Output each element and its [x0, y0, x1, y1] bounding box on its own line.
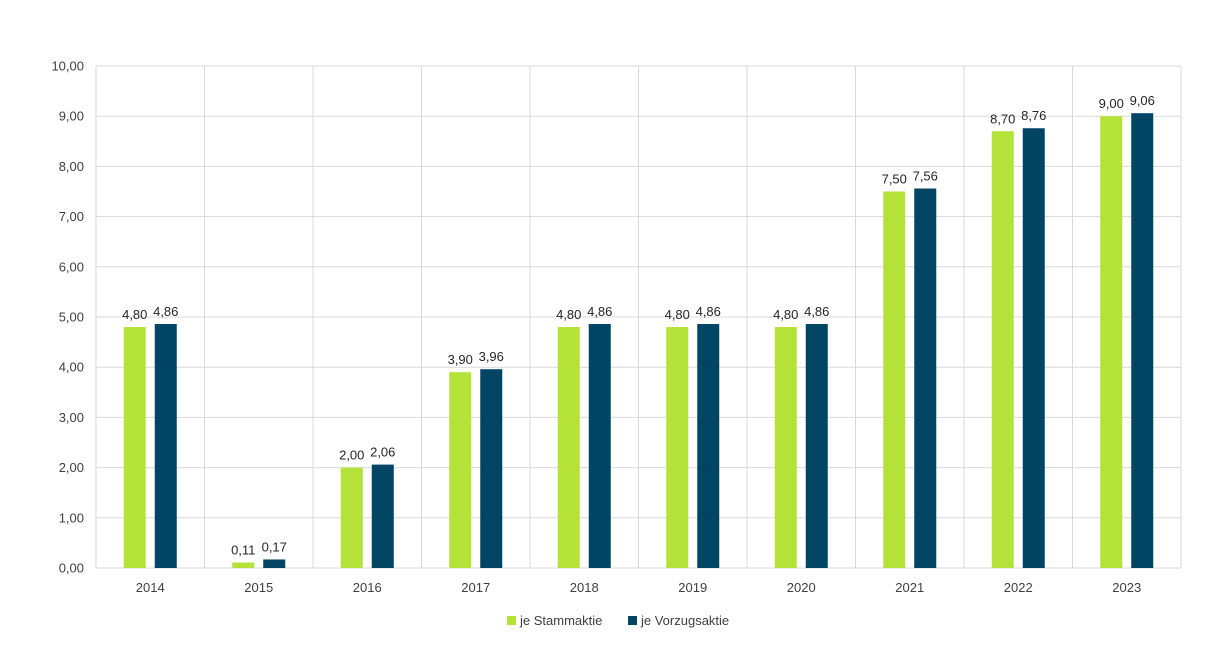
- bar-vorzugsaktie: [1022, 128, 1045, 569]
- data-label: 4,86: [696, 304, 721, 319]
- data-label: 4,80: [122, 307, 147, 322]
- data-label: 9,06: [1130, 93, 1155, 108]
- y-tick-label: 2,00: [59, 460, 84, 475]
- data-label: 3,90: [448, 352, 473, 367]
- y-tick-label: 7,00: [59, 209, 84, 224]
- bar-vorzugsaktie: [914, 188, 937, 568]
- y-tick-label: 5,00: [59, 310, 84, 325]
- y-tick-label: 4,00: [59, 360, 84, 375]
- bars: [123, 113, 1154, 569]
- x-tick-label: 2023: [1112, 580, 1141, 595]
- data-labels: 4,80 4,86 0,11 0,17 2,00 2,06 3,90 3,96 4,80 4,86…: [122, 93, 1155, 557]
- bar-vorzugsaktie: [263, 559, 286, 568]
- gridlines: [95, 65, 1182, 569]
- x-axis-ticks: 2014 2015 2016 2017 2018 2019 2020 2021 2022 2023: [136, 580, 1141, 595]
- data-label: 3,96: [479, 349, 504, 364]
- bar-vorzugsaktie: [480, 369, 503, 568]
- data-label: 4,86: [804, 304, 829, 319]
- y-tick-label: 3,00: [59, 410, 84, 425]
- bar-stammaktie: [774, 327, 797, 568]
- x-tick-label: 2018: [570, 580, 599, 595]
- data-label: 4,80: [556, 307, 581, 322]
- bar-stammaktie: [666, 327, 689, 568]
- data-label: 0,17: [262, 539, 287, 554]
- x-tick-label: 2021: [895, 580, 924, 595]
- bar-stammaktie: [232, 562, 255, 568]
- data-label: 2,06: [370, 445, 395, 460]
- bar-stammaktie: [340, 467, 363, 568]
- legend-swatch: [628, 616, 637, 625]
- data-label: 4,86: [587, 304, 612, 319]
- data-label: 7,50: [882, 172, 907, 187]
- y-tick-label: 10,00: [51, 59, 84, 74]
- data-label: 4,86: [153, 304, 178, 319]
- data-label: 7,56: [913, 168, 938, 183]
- data-label: 9,00: [1099, 96, 1124, 111]
- legend-label: je Vorzugsaktie: [640, 613, 729, 628]
- y-tick-label: 0,00: [59, 561, 84, 576]
- bar-vorzugsaktie: [588, 324, 611, 568]
- x-tick-label: 2015: [244, 580, 273, 595]
- data-label: 4,80: [665, 307, 690, 322]
- legend-label: je Stammaktie: [519, 613, 602, 628]
- bar-vorzugsaktie: [697, 324, 720, 568]
- y-tick-label: 6,00: [59, 259, 84, 274]
- y-tick-label: 1,00: [59, 510, 84, 525]
- bar-vorzugsaktie: [371, 464, 394, 568]
- x-tick-label: 2016: [353, 580, 382, 595]
- legend-swatch: [507, 616, 516, 625]
- x-tick-label: 2017: [461, 580, 490, 595]
- data-label: 8,76: [1021, 108, 1046, 123]
- bar-vorzugsaktie: [805, 324, 828, 568]
- bar-vorzugsaktie: [154, 324, 177, 568]
- bar-stammaktie: [449, 372, 472, 568]
- bar-vorzugsaktie: [1131, 113, 1154, 569]
- y-axis-ticks: 0,00 1,00 2,00 3,00 4,00 5,00 6,00 7,00 8,00 9,00…: [51, 59, 84, 576]
- bar-stammaktie: [123, 327, 146, 568]
- y-tick-label: 8,00: [59, 159, 84, 174]
- bar-stammaktie: [883, 191, 906, 568]
- data-label: 8,70: [990, 111, 1015, 126]
- bar-stammaktie: [1100, 116, 1123, 568]
- legend: je Stammaktie je Vorzugsaktie: [507, 613, 729, 628]
- bar-stammaktie: [557, 327, 580, 568]
- x-tick-label: 2022: [1004, 580, 1033, 595]
- x-tick-label: 2020: [787, 580, 816, 595]
- bar-stammaktie: [991, 131, 1014, 568]
- x-tick-label: 2014: [136, 580, 165, 595]
- x-tick-label: 2019: [678, 580, 707, 595]
- data-label: 0,11: [231, 542, 255, 557]
- data-label: 4,80: [773, 307, 798, 322]
- y-tick-label: 9,00: [59, 109, 84, 124]
- data-label: 2,00: [339, 448, 364, 463]
